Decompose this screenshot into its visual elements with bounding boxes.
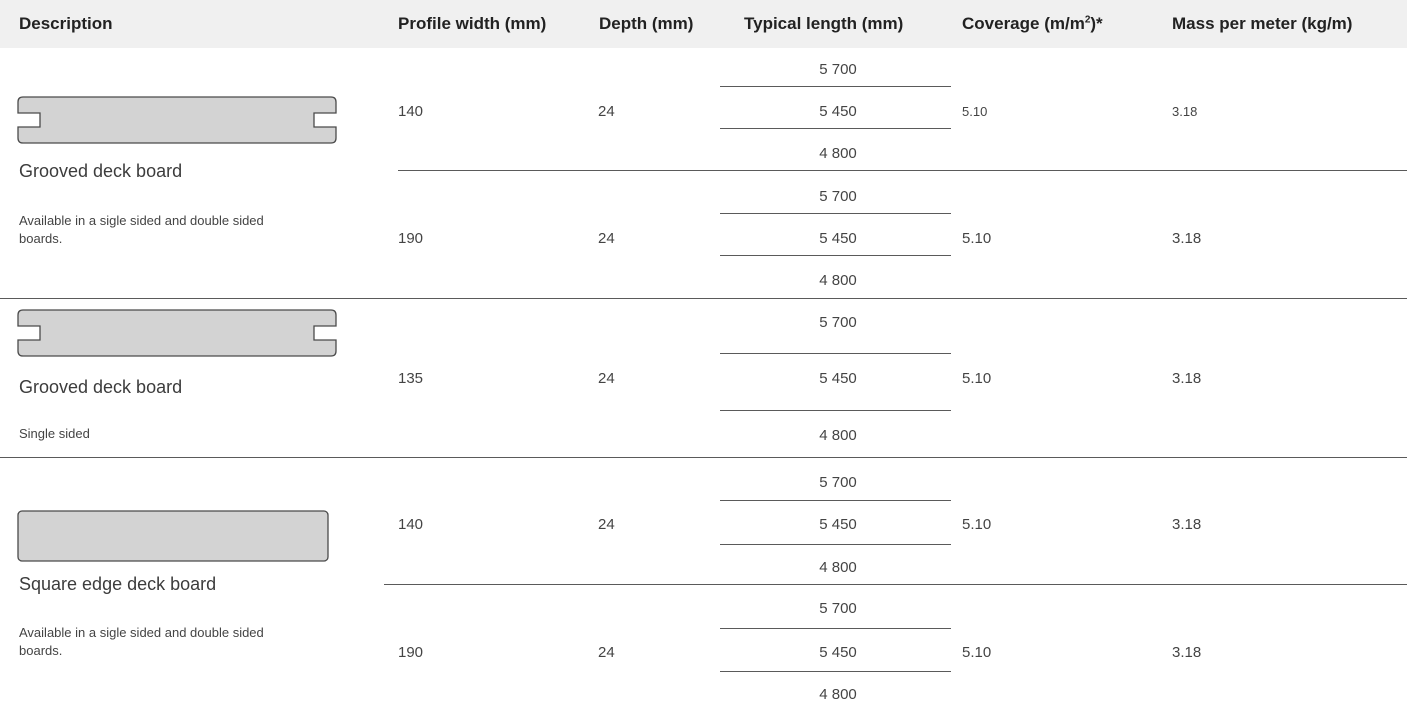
length-divider <box>720 128 951 129</box>
row-coverage: 5.10 <box>962 104 988 119</box>
row-coverage: 5.10 <box>962 230 992 247</box>
group-divider <box>0 298 1407 299</box>
group-note: Available in a sigle sided and double si… <box>19 625 264 658</box>
group-title: Square edge deck board <box>19 574 217 594</box>
row-mass: 3.18 <box>1172 230 1202 247</box>
row-length: 4 800 <box>819 559 857 576</box>
group-note: Single sided <box>19 426 90 441</box>
length-divider <box>720 353 951 354</box>
row-profile-width: 135 <box>398 370 424 387</box>
header-coverage-sup: 2 <box>1084 14 1091 26</box>
row-mass: 3.18 <box>1172 644 1202 661</box>
header-mass: Mass per meter (kg/m) <box>1172 14 1353 33</box>
length-divider <box>720 500 951 501</box>
grooved-board-icon <box>17 309 337 357</box>
row-length: 4 800 <box>819 145 857 162</box>
row-profile-width: 190 <box>398 230 424 247</box>
row-depth: 24 <box>598 230 615 247</box>
row-length: 5 700 <box>819 600 857 617</box>
square-edge-board-icon <box>17 510 329 562</box>
header-description: Description <box>19 14 113 33</box>
length-divider <box>720 213 951 214</box>
row-length: 4 800 <box>819 272 857 289</box>
grooved-board-icon <box>17 96 337 144</box>
row-coverage: 5.10 <box>962 644 992 661</box>
row-length: 5 450 <box>819 370 857 387</box>
row-length: 5 450 <box>819 644 857 661</box>
length-divider <box>720 628 951 629</box>
row-coverage: 5.10 <box>962 370 992 387</box>
row-depth: 24 <box>598 516 615 533</box>
header-typical-length: Typical length (mm) <box>744 14 904 33</box>
length-divider <box>720 86 951 87</box>
row-length: 5 450 <box>819 230 857 247</box>
row-length: 4 800 <box>819 686 857 703</box>
group-title: Grooved deck board <box>19 377 183 397</box>
length-divider <box>720 671 951 672</box>
length-divider <box>720 255 951 256</box>
row-profile-width: 140 <box>398 103 424 120</box>
header-coverage-prefix: Coverage (m/m <box>962 14 1085 33</box>
row-length: 5 700 <box>819 314 857 331</box>
row-length: 5 700 <box>819 188 857 205</box>
row-length: 5 450 <box>819 516 857 533</box>
header-depth: Depth (mm) <box>599 14 694 33</box>
row-depth: 24 <box>598 370 615 387</box>
row-mass: 3.18 <box>1172 516 1202 533</box>
row-coverage: 5.10 <box>962 516 992 533</box>
row-depth: 24 <box>598 103 615 120</box>
row-length: 5 450 <box>819 103 857 120</box>
row-profile-width: 140 <box>398 516 424 533</box>
row-divider <box>384 584 1407 585</box>
header-coverage-suffix: )* <box>1090 14 1103 33</box>
group-title: Grooved deck board <box>19 161 183 181</box>
row-length: 5 700 <box>819 474 857 491</box>
row-length: 5 700 <box>819 61 857 78</box>
row-length: 4 800 <box>819 427 857 444</box>
header-coverage: Coverage (m/m2)* <box>962 14 1103 34</box>
group-note: Available in a sigle sided and double si… <box>19 213 264 246</box>
row-profile-width: 190 <box>398 644 424 661</box>
row-mass: 3.18 <box>1172 370 1202 387</box>
length-divider <box>720 544 951 545</box>
row-divider <box>398 170 1407 171</box>
table-header: Description Profile width (mm) Depth (mm… <box>0 0 1407 48</box>
length-divider <box>720 410 951 411</box>
row-mass: 3.18 <box>1172 104 1198 119</box>
row-depth: 24 <box>598 644 615 661</box>
header-profile-width: Profile width (mm) <box>398 14 547 33</box>
group-divider <box>0 457 1407 458</box>
